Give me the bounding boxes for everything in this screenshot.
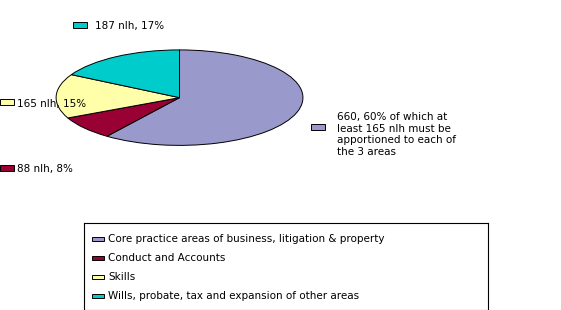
Text: 187 nlh, 17%: 187 nlh, 17%: [95, 21, 164, 31]
FancyBboxPatch shape: [92, 294, 104, 298]
FancyBboxPatch shape: [311, 124, 325, 130]
FancyBboxPatch shape: [92, 275, 104, 279]
Wedge shape: [71, 50, 180, 98]
Text: Skills: Skills: [108, 272, 136, 282]
Text: 88 nlh, 8%: 88 nlh, 8%: [17, 164, 73, 174]
Wedge shape: [56, 75, 180, 118]
FancyBboxPatch shape: [0, 166, 14, 171]
Wedge shape: [107, 50, 303, 145]
FancyBboxPatch shape: [0, 99, 14, 105]
FancyBboxPatch shape: [73, 22, 87, 28]
Wedge shape: [68, 98, 180, 136]
FancyBboxPatch shape: [92, 237, 104, 241]
FancyBboxPatch shape: [92, 256, 104, 260]
Text: 165 nlh, 15%: 165 nlh, 15%: [17, 99, 86, 109]
Text: Conduct and Accounts: Conduct and Accounts: [108, 253, 226, 263]
Text: Core practice areas of business, litigation & property: Core practice areas of business, litigat…: [108, 234, 385, 244]
Text: 660, 60% of which at
least 165 nlh must be
apportioned to each of
the 3 areas: 660, 60% of which at least 165 nlh must …: [337, 112, 456, 157]
Text: Wills, probate, tax and expansion of other areas: Wills, probate, tax and expansion of oth…: [108, 291, 360, 301]
